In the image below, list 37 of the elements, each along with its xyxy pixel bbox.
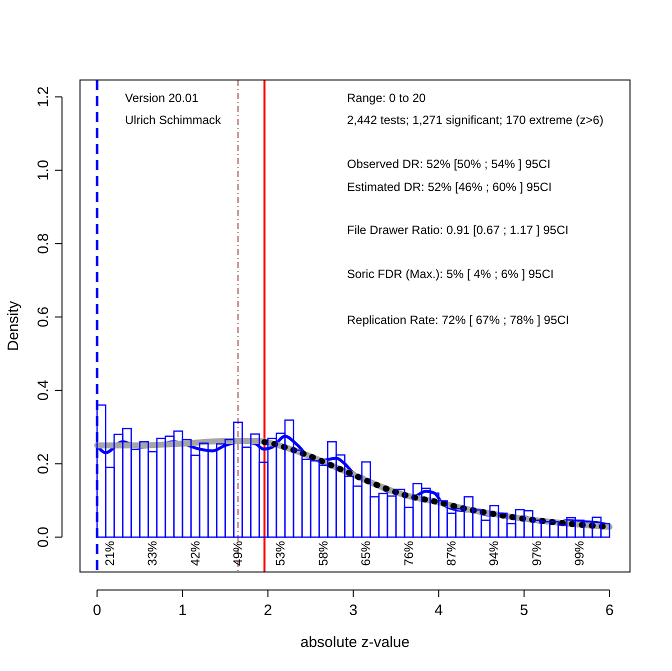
x-axis-title: absolute z-value bbox=[300, 634, 410, 651]
annotation: 94% bbox=[487, 540, 502, 566]
y-axis-title: Density bbox=[5, 300, 22, 352]
annotation: Soric FDR (Max.): 5% [ 4% ; 6% ] 95CI bbox=[347, 267, 554, 281]
annotation: 33% bbox=[146, 540, 160, 566]
x-tick-label: 5 bbox=[520, 602, 528, 619]
annotation: 99% bbox=[572, 540, 587, 566]
annotation: Replication Rate: 72% [ 67% ; 78% ] 95CI bbox=[347, 313, 570, 327]
y-tick-label: 0.8 bbox=[35, 233, 52, 254]
annotation: File Drawer Ratio: 0.91 [0.67 ; 1.17 ] 95CI bbox=[347, 223, 568, 237]
x-tick-label: 4 bbox=[434, 602, 443, 619]
annotation: 21% bbox=[102, 540, 117, 566]
annotation: Ulrich Schimmack bbox=[125, 113, 222, 127]
annotation: 97% bbox=[530, 540, 544, 566]
y-tick-label: 0.2 bbox=[35, 453, 52, 474]
annotation: Estimated DR: 52% [46% ; 60% ] 95CI bbox=[347, 180, 552, 194]
annotation: 2,442 tests; 1,271 significant; 170 extreme (z>6) bbox=[347, 113, 604, 127]
y-tick-label: 0.0 bbox=[35, 526, 52, 548]
x-tick-label: 1 bbox=[178, 602, 187, 619]
y-tick-label: 0.6 bbox=[35, 306, 52, 328]
y-tick-label: 1.0 bbox=[35, 160, 52, 181]
x-tick-label: 0 bbox=[92, 602, 102, 619]
annotation: 53% bbox=[274, 540, 288, 566]
annotation: 42% bbox=[188, 540, 202, 566]
x-tick-label: 6 bbox=[605, 602, 614, 619]
x-tick-label: 2 bbox=[264, 602, 272, 619]
annotation: 76% bbox=[402, 540, 416, 566]
y-tick-label: 0.4 bbox=[35, 380, 52, 401]
y-tick-label: 1.2 bbox=[35, 86, 52, 108]
annotation: 87% bbox=[444, 540, 459, 566]
annotation: 65% bbox=[359, 540, 374, 566]
x-tick-label: 3 bbox=[349, 602, 358, 619]
annotation: Observed DR: 52% [50% ; 54% ] 95CI bbox=[347, 157, 550, 171]
annotation: 49% bbox=[230, 540, 245, 566]
annotation: 58% bbox=[316, 540, 330, 566]
annotation: Range: 0 to 20 bbox=[347, 91, 426, 105]
annotation: Version 20.01 bbox=[125, 91, 199, 105]
